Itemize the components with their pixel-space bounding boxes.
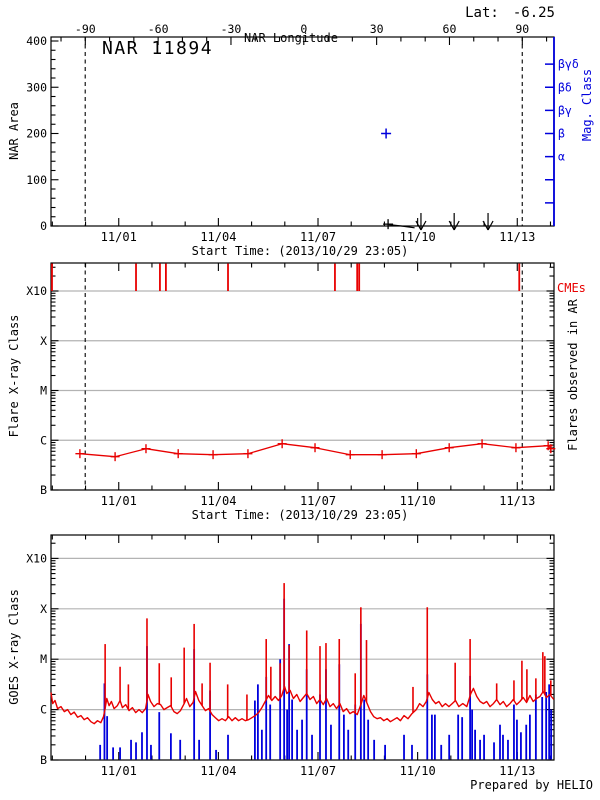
svg-text:11/13: 11/13 xyxy=(499,764,535,778)
svg-text:200: 200 xyxy=(26,127,47,141)
svg-text:βγ: βγ xyxy=(558,103,572,117)
svg-text:11/04: 11/04 xyxy=(200,494,236,508)
svg-text:B: B xyxy=(40,753,47,767)
svg-text:11/01: 11/01 xyxy=(101,230,137,244)
cme-ticks xyxy=(51,263,521,291)
page-title: NAR 11894 xyxy=(102,38,214,59)
panel2-start-time: Start Time: (2013/10/29 23:05) xyxy=(191,508,409,522)
mag-class-axis: βγδ βδ βγ βα xyxy=(545,57,579,204)
svg-text:M: M xyxy=(40,384,47,398)
svg-text:11/07: 11/07 xyxy=(300,230,336,244)
svg-text:60: 60 xyxy=(443,22,457,36)
svg-text:100: 100 xyxy=(26,173,47,187)
svg-text:11/01: 11/01 xyxy=(101,494,137,508)
svg-text:X: X xyxy=(40,334,47,348)
credit-line: Prepared by HELIO xyxy=(470,778,593,792)
svg-text:90: 90 xyxy=(515,22,529,36)
panel-boxes xyxy=(50,36,555,761)
mag-class-axis-label: Mag. Class xyxy=(580,68,594,142)
svg-text:-30: -30 xyxy=(221,22,242,36)
panel1-start-time: Start Time: (2013/10/29 23:05) xyxy=(191,244,409,258)
svg-text:βδ: βδ xyxy=(558,80,572,94)
svg-text:βγδ: βγδ xyxy=(558,57,579,71)
cme-label: CMEs xyxy=(557,281,586,295)
svg-text:11/10: 11/10 xyxy=(400,230,436,244)
svg-text:11/10: 11/10 xyxy=(400,494,436,508)
svg-text:B: B xyxy=(40,483,47,497)
limb-crossing-lines xyxy=(84,37,523,490)
svg-text:X10: X10 xyxy=(26,551,47,565)
lat-label: Lat: xyxy=(465,5,499,21)
svg-text:300: 300 xyxy=(26,80,47,94)
svg-text:C: C xyxy=(40,703,47,717)
lat-value: -6.25 xyxy=(512,5,555,21)
panel2-log-ticks xyxy=(51,266,554,491)
flares-observed-label: Flares observed in AR xyxy=(566,299,580,451)
nar-longitude-label: NAR Longitude xyxy=(244,31,338,45)
svg-text:11/07: 11/07 xyxy=(300,764,336,778)
svg-text:-90: -90 xyxy=(75,22,96,36)
area-axis: 0 100 200 300 400 xyxy=(26,34,59,233)
panel1-ylabel: NAR Area xyxy=(7,102,21,160)
svg-text:X10: X10 xyxy=(26,284,47,298)
top-axis-title: NAR Longitude xyxy=(196,8,386,68)
svg-text:11/13: 11/13 xyxy=(499,494,535,508)
panel1-data xyxy=(381,128,494,231)
svg-text:α: α xyxy=(558,150,565,164)
svg-text:11/10: 11/10 xyxy=(400,764,436,778)
class-tick-labels: X10 X M C B X10 X M C B xyxy=(26,284,47,767)
goes-red-curve xyxy=(50,685,555,725)
longitude-axis: -90 -60 -30 0 30 60 90 xyxy=(60,22,548,45)
svg-text:11/07: 11/07 xyxy=(300,494,336,508)
svg-text:C: C xyxy=(40,433,47,447)
svg-text:β: β xyxy=(558,127,565,141)
flare-class-curve xyxy=(75,439,556,462)
svg-text:400: 400 xyxy=(26,34,47,48)
panel2-ylabel: Flare X-ray Class xyxy=(7,314,21,438)
latitude-readout: Lat: -6.25 xyxy=(465,6,555,20)
panel3-ylabel: GOES X-ray Class xyxy=(7,589,21,705)
svg-text:11/13: 11/13 xyxy=(499,230,535,244)
svg-text:X: X xyxy=(40,602,47,616)
svg-text:30: 30 xyxy=(370,22,384,36)
svg-text:11/04: 11/04 xyxy=(200,764,236,778)
svg-text:11/04: 11/04 xyxy=(200,230,236,244)
svg-text:0: 0 xyxy=(300,22,307,36)
date-axis-ticks: 11/01 11/04 11/07 11/10 11/13 11/01 11/04 11/07… xyxy=(51,218,552,778)
svg-text:-60: -60 xyxy=(148,22,169,36)
svg-text:M: M xyxy=(40,652,47,666)
goes-red-spikes xyxy=(104,583,552,721)
svg-text:0: 0 xyxy=(40,219,47,233)
svg-text:11/01: 11/01 xyxy=(101,764,137,778)
decade-gridlines xyxy=(51,290,554,711)
